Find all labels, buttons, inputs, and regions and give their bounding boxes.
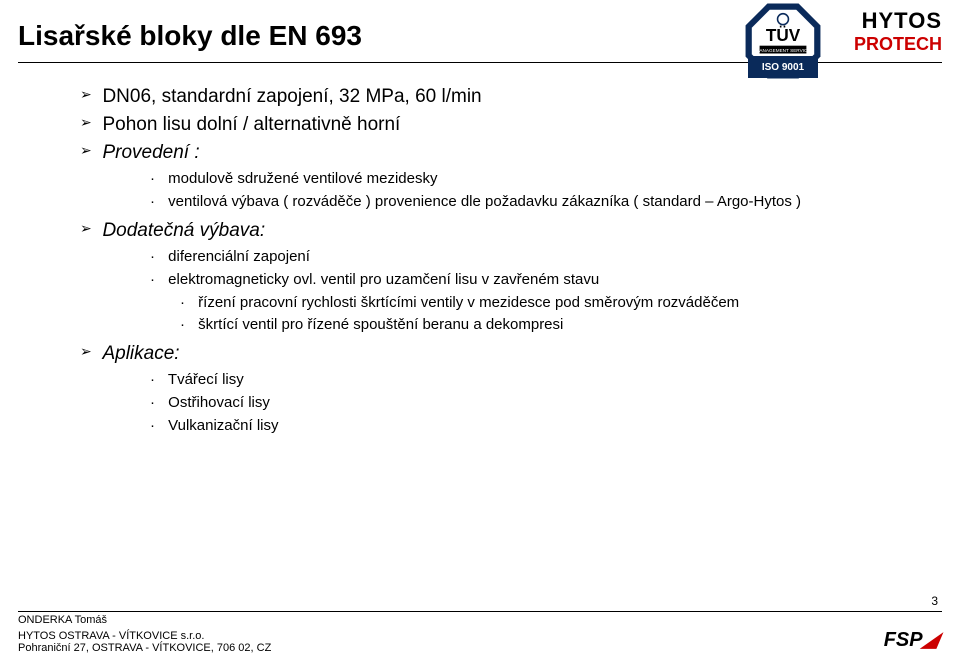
footer-rule	[18, 611, 942, 612]
footer-author: ONDERKA Tomáš	[18, 614, 271, 626]
dot-icon: ·	[150, 170, 164, 187]
bullet-item: ➢ Pohon lisu dolní / alternativně horní	[80, 114, 920, 136]
sub-bullet-text: elektromagneticky ovl. ventil pro uzamče…	[168, 271, 599, 288]
hytos-logo: HYTOS	[862, 8, 942, 34]
chevron-icon: ➢	[80, 86, 98, 103]
page-title: Lisařské bloky dle EN 693	[18, 20, 362, 52]
dot-icon: ·	[180, 294, 194, 311]
bullet-text: Pohon lisu dolní / alternativně horní	[102, 114, 400, 135]
sub2-bullet-text: řízení pracovní rychlosti škrtícími vent…	[198, 294, 739, 311]
sub-bullet-text: ventilová výbava ( rozváděče ) provenien…	[168, 193, 801, 210]
sub-bullet-text: diferenciální zapojení	[168, 248, 310, 265]
bullet-text: Aplikace:	[102, 343, 179, 364]
sub-list: · Tvářecí lisy · Ostřihovací lisy · Vulk…	[150, 371, 920, 434]
sub-bullet: · Ostřihovací lisy	[150, 394, 920, 411]
sub-list: · modulově sdružené ventilové mezidesky …	[150, 170, 920, 210]
chevron-icon: ➢	[80, 220, 98, 237]
content-area: ➢ DN06, standardní zapojení, 32 MPa, 60 …	[80, 80, 920, 444]
bullet-item: ➢ Provedení :	[80, 142, 920, 164]
sub-bullet: · modulově sdružené ventilové mezidesky	[150, 170, 920, 187]
chevron-icon: ➢	[80, 343, 98, 360]
bullet-item: ➢ DN06, standardní zapojení, 32 MPa, 60 …	[80, 86, 920, 108]
svg-text:TÜV: TÜV	[766, 25, 801, 45]
sub-bullet-text: modulově sdružené ventilové mezidesky	[168, 170, 437, 187]
dot-icon: ·	[150, 193, 164, 210]
dot-icon: ·	[150, 371, 164, 388]
bullet-text: DN06, standardní zapojení, 32 MPa, 60 l/…	[102, 86, 481, 107]
page-number: 3	[931, 594, 938, 608]
sub-bullet-text: Vulkanizační lisy	[168, 417, 278, 434]
bullet-text: Dodatečná výbava:	[102, 220, 265, 241]
sub-bullet: · ventilová výbava ( rozváděče ) proveni…	[150, 193, 920, 210]
sub-bullet: · elektromagneticky ovl. ventil pro uzam…	[150, 271, 920, 288]
sub2-bullet: · škrtící ventil pro řízené spouštění be…	[180, 316, 920, 333]
svg-text:MANAGEMENT SERVICE: MANAGEMENT SERVICE	[756, 48, 811, 53]
bullet-item: ➢ Aplikace:	[80, 343, 920, 365]
chevron-icon: ➢	[80, 142, 98, 159]
sub-bullet: · diferenciální zapojení	[150, 248, 920, 265]
fsp-text: FSP	[884, 629, 923, 651]
sub-bullet-text: Tvářecí lisy	[168, 371, 244, 388]
protech-logo: PROTECH	[854, 34, 942, 55]
sub-bullet: · Vulkanizační lisy	[150, 417, 920, 434]
sub2-bullet-text: škrtící ventil pro řízené spouštění bera…	[198, 316, 563, 333]
dot-icon: ·	[150, 394, 164, 411]
sub-bullet-text: Ostřihovací lisy	[168, 394, 270, 411]
footer-address: Pohraniční 27, OSTRAVA - VÍTKOVICE, 706 …	[18, 642, 271, 654]
dot-icon: ·	[150, 271, 164, 288]
bullet-item: ➢ Dodatečná výbava:	[80, 220, 920, 242]
sub2-bullet: · řízení pracovní rychlosti škrtícími ve…	[180, 294, 920, 311]
fsp-accent-icon: ◢	[920, 627, 940, 652]
sub-bullet: · Tvářecí lisy	[150, 371, 920, 388]
bullet-text: Provedení :	[102, 142, 199, 163]
iso-9001-badge: ISO 9001	[748, 56, 818, 78]
footer-left: ONDERKA Tomáš HYTOS OSTRAVA - VÍTKOVICE …	[18, 614, 271, 654]
dot-icon: ·	[180, 316, 194, 333]
footer-company: HYTOS OSTRAVA - VÍTKOVICE s.r.o.	[18, 630, 271, 642]
dot-icon: ·	[150, 417, 164, 434]
fsp-logo: FSP◢	[884, 627, 938, 652]
chevron-icon: ➢	[80, 114, 98, 131]
sub2-list: · řízení pracovní rychlosti škrtícími ve…	[180, 294, 920, 333]
sub-list: · diferenciální zapojení · elektromagnet…	[150, 248, 920, 333]
dot-icon: ·	[150, 248, 164, 265]
